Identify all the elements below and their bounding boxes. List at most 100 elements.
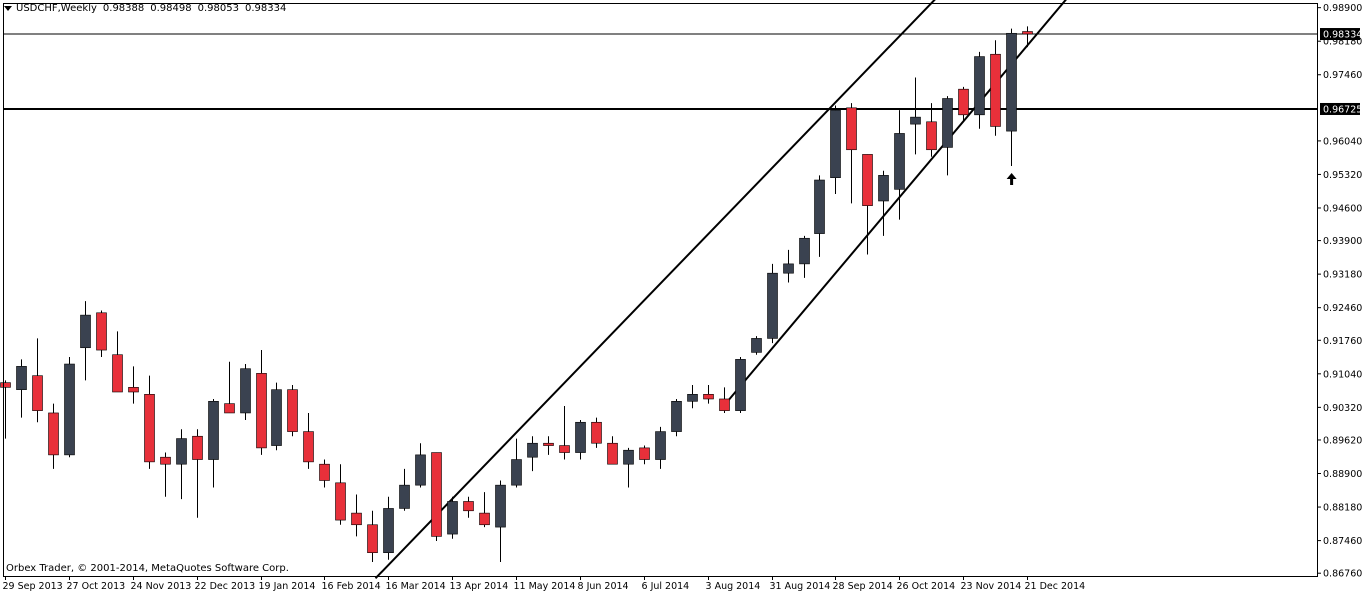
candle-body [1022, 31, 1033, 35]
candle-body [64, 363, 75, 456]
candle-48 [767, 263, 778, 344]
candle-35 [559, 405, 570, 460]
price-tag-bg [1320, 28, 1360, 41]
candle-body [128, 387, 139, 393]
ohlc-high: 0.98498 [150, 3, 192, 14]
x-tick-label: 28 Sep 2014 [833, 581, 893, 592]
candle-30 [479, 492, 490, 528]
candle-1 [16, 359, 27, 418]
x-tick-label: 8 Jun 2014 [578, 581, 629, 592]
candle-body [160, 456, 171, 465]
candle-15 [240, 364, 251, 420]
x-tick-label: 22 Dec 2013 [195, 581, 256, 592]
candle-body [319, 463, 330, 481]
candle-body [735, 359, 746, 411]
chart-info-bar: USDCHF,Weekly 0.98388 0.98498 0.98053 0.9833… [4, 3, 292, 14]
candle-body [527, 442, 538, 458]
copyright-text: Orbex Trader, © 2001-2014, MetaQuotes So… [6, 563, 289, 574]
x-tick-label: 23 Nov 2014 [961, 581, 1022, 592]
candle-body [287, 389, 298, 432]
chevron-down-icon[interactable] [4, 5, 12, 11]
candle-body [799, 237, 810, 265]
candle-59 [942, 96, 953, 176]
x-tick-label: 27 Oct 2013 [67, 581, 126, 592]
y-tick-label: 0.91040 [1323, 369, 1362, 380]
candle-body [846, 107, 857, 151]
candle-43 [687, 385, 698, 409]
candle-body [767, 272, 778, 339]
candle-47 [751, 336, 762, 355]
candle-body [559, 445, 570, 453]
candle-body [415, 454, 426, 486]
candle-body [80, 314, 91, 349]
x-tick-label: 21 Dec 2014 [1025, 581, 1086, 592]
candle-52 [830, 105, 841, 194]
candle-0 [0, 380, 11, 439]
candle-body [224, 403, 235, 414]
candle-body [351, 512, 362, 526]
candle-body [575, 421, 586, 453]
candle-body [942, 98, 953, 148]
candle-body [48, 412, 59, 456]
candle-body [687, 394, 698, 402]
candle-44 [703, 385, 714, 404]
candle-body [703, 394, 714, 400]
candle-body [495, 484, 506, 528]
candle-37 [591, 417, 602, 448]
candle-body [367, 524, 378, 554]
candle-body [0, 382, 11, 388]
candle-body [655, 431, 666, 460]
candle-57 [910, 77, 921, 155]
candle-body [335, 482, 346, 521]
candle-11 [176, 429, 187, 500]
candle-63 [1006, 28, 1017, 167]
candle-19 [303, 412, 314, 469]
y-tick-label: 0.89620 [1323, 435, 1362, 446]
candle-body [303, 431, 314, 463]
candle-6 [96, 310, 107, 358]
candle-18 [287, 385, 298, 437]
candle-10 [160, 452, 171, 497]
candle-23 [367, 510, 378, 563]
candle-28 [447, 496, 458, 539]
y-tick-label: 0.93180 [1323, 270, 1362, 281]
candle-body [271, 389, 282, 446]
x-tick-label: 16 Feb 2014 [322, 581, 381, 592]
candle-body [862, 154, 873, 206]
candle-24 [383, 496, 394, 560]
candle-62 [990, 40, 1001, 136]
candle-45 [719, 387, 730, 413]
candle-40 [639, 445, 650, 465]
candle-body [431, 452, 442, 537]
y-tick-label: 0.92460 [1323, 303, 1362, 314]
candle-body [447, 501, 458, 535]
candle-54 [862, 154, 873, 255]
price-tag-label: 0.98334 [1323, 30, 1362, 41]
candle-body [112, 354, 123, 393]
ohlc-open: 0.98388 [102, 3, 145, 14]
candle-body [591, 421, 602, 444]
candle-27 [431, 452, 442, 542]
candle-body [639, 447, 650, 460]
candle-body [783, 263, 794, 274]
ohlc-low: 0.98053 [197, 3, 239, 14]
candle-56 [894, 110, 905, 220]
symbol-label: USDCHF,Weekly [16, 3, 97, 14]
trendline-0 [374, 0, 936, 580]
y-tick-label: 0.97460 [1323, 70, 1362, 81]
candle-body [814, 179, 825, 234]
y-tick-label: 0.88900 [1323, 469, 1362, 480]
y-tick-label: 0.86760 [1323, 569, 1362, 580]
candle-2 [32, 338, 43, 423]
candle-58 [926, 103, 937, 157]
candle-body [511, 459, 522, 486]
candle-body [16, 366, 27, 390]
candle-body [543, 442, 554, 446]
x-tick-label: 26 Oct 2014 [897, 581, 956, 592]
candle-5 [80, 301, 91, 381]
candle-31 [495, 480, 506, 563]
y-tick-label: 0.88180 [1323, 503, 1362, 514]
candle-38 [607, 436, 618, 465]
